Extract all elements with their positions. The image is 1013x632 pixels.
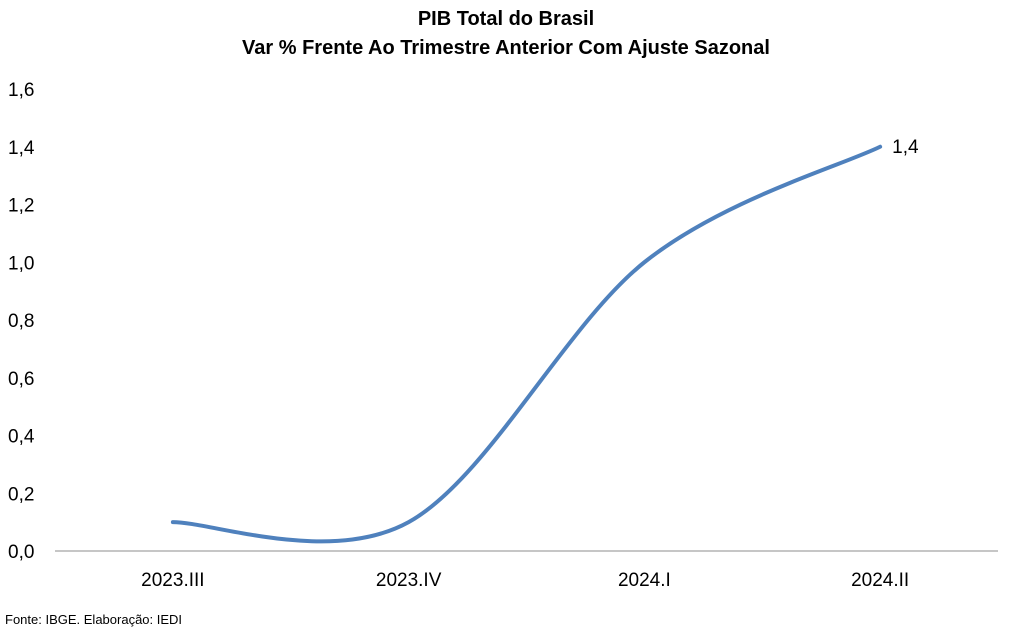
- x-axis-tick-labels: 2023.III 2023.IV 2024.I 2024.II: [141, 570, 909, 591]
- chart-title: PIB Total do Brasil: [418, 8, 594, 30]
- y-tick-label: 0,4: [8, 427, 35, 448]
- x-tick-label: 2023.III: [141, 570, 204, 591]
- chart-subtitle: Var % Frente Ao Trimestre Anterior Com A…: [242, 37, 770, 59]
- y-tick-label: 0,0: [8, 542, 34, 563]
- y-tick-label: 1,0: [8, 253, 34, 274]
- source-note: Fonte: IBGE. Elaboração: IEDI: [5, 612, 182, 627]
- x-tick-label: 2024.II: [851, 570, 909, 591]
- series-group: [170, 144, 883, 544]
- y-tick-label: 0,6: [8, 369, 34, 390]
- y-tick-label: 1,4: [8, 138, 35, 159]
- x-tick-label: 2024.I: [618, 570, 671, 591]
- y-tick-label: 1,6: [8, 80, 34, 101]
- series-line: [170, 144, 883, 544]
- data-labels: 1,4: [892, 137, 919, 158]
- y-tick-label: 0,8: [8, 311, 34, 332]
- data-label: 1,4: [892, 137, 919, 158]
- x-tick-label: 2023.IV: [376, 570, 442, 591]
- y-axis-tick-labels: 0,0 0,2 0,4 0,6 0,8 1,0 1,2 1,4 1,6: [8, 80, 35, 563]
- y-tick-label: 1,2: [8, 196, 34, 217]
- y-tick-label: 0,2: [8, 484, 34, 505]
